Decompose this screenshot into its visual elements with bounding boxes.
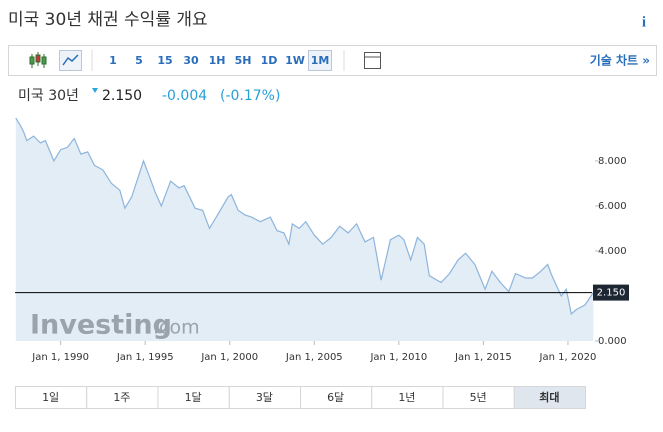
info-icon[interactable]: i <box>642 14 646 30</box>
range-label[interactable]: 1일 <box>42 390 59 404</box>
logo: Investing <box>30 310 172 341</box>
x-tick-label: Jan 1, 2020 <box>539 352 597 363</box>
y-tick-label: 6.000 <box>598 201 627 212</box>
x-tick-label: Jan 1, 2000 <box>200 352 258 363</box>
calendar-icon[interactable] <box>364 52 381 69</box>
current-label: 2.150 <box>597 288 626 299</box>
quote-price: 2.150 <box>102 88 142 104</box>
y-tick-label: 4.000 <box>598 246 627 257</box>
range-button-active[interactable] <box>513 386 586 409</box>
area-fill <box>15 118 594 341</box>
tech-chart-link[interactable]: 기술 차트 » <box>590 53 650 68</box>
info-button[interactable] <box>633 11 655 33</box>
x-tick-label: Jan 1, 2005 <box>285 352 343 363</box>
range-label[interactable]: 1달 <box>185 391 202 404</box>
interval-button[interactable]: 1 <box>109 54 117 67</box>
interval-button[interactable]: 5H <box>235 54 252 67</box>
quote-change: -0.004 <box>162 88 207 104</box>
interval-button[interactable]: 15 <box>157 54 172 67</box>
x-tick-label: Jan 1, 2015 <box>454 352 512 363</box>
y-tick-label: 8.000 <box>598 156 627 167</box>
interval-button[interactable]: 30 <box>183 54 199 67</box>
quote-name: 미국 30년 <box>18 88 79 104</box>
toolbar <box>8 45 657 76</box>
x-tick-label: Jan 1, 2010 <box>369 352 427 363</box>
range-label[interactable]: 6달 <box>327 391 344 404</box>
current-tag <box>593 284 629 301</box>
price-line <box>15 117 594 316</box>
line-icon-glyph <box>62 54 79 66</box>
logo-suffix: .com <box>153 317 200 339</box>
interval-button[interactable]: 1H <box>209 54 226 67</box>
interval-button[interactable]: 5 <box>135 54 143 67</box>
y-tick-label: 0.000 <box>598 336 627 347</box>
quote-change-pct: (-0.17%) <box>220 88 280 104</box>
range-label[interactable]: 5년 <box>470 391 487 404</box>
range-label[interactable]: 3달 <box>256 391 273 404</box>
range-label[interactable]: 최대 <box>539 390 559 404</box>
candle-icon[interactable] <box>29 52 47 68</box>
range-label[interactable]: 1주 <box>113 391 130 404</box>
down-arrow <box>92 88 98 93</box>
interval-button[interactable]: 1D <box>261 54 278 67</box>
title: 미국 30년 채권 수익률 개요 <box>8 10 208 30</box>
range-label[interactable]: 1년 <box>398 391 415 404</box>
interval-button[interactable]: 1W <box>285 54 305 67</box>
interval-button[interactable]: 1M <box>311 54 330 67</box>
interval-active <box>308 50 332 71</box>
x-tick-label: Jan 1, 1995 <box>116 352 174 363</box>
x-tick-label: Jan 1, 1990 <box>31 352 89 363</box>
